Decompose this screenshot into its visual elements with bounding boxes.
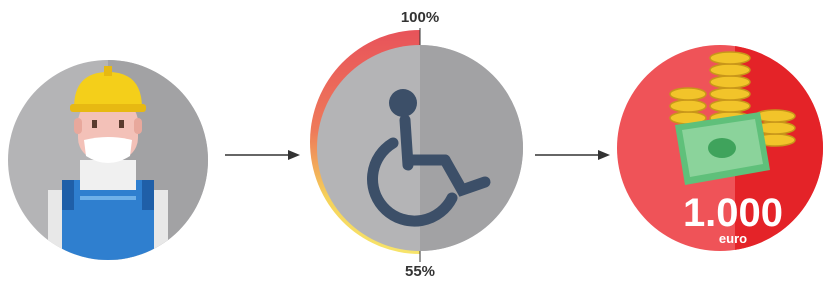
gauge-bottom-label: 55%	[405, 263, 435, 280]
gauge-top-label: 100%	[401, 9, 439, 26]
worker-icon	[8, 55, 213, 270]
arrow	[225, 150, 300, 160]
amount: 1.000	[683, 191, 783, 235]
reward-icon: 1.000 euro	[617, 40, 829, 260]
disability-gauge: 100% 55%	[310, 9, 523, 280]
diagram: 100% 55% 1.000 euro	[0, 0, 829, 281]
currency: euro	[719, 231, 747, 246]
arrow	[535, 150, 610, 160]
